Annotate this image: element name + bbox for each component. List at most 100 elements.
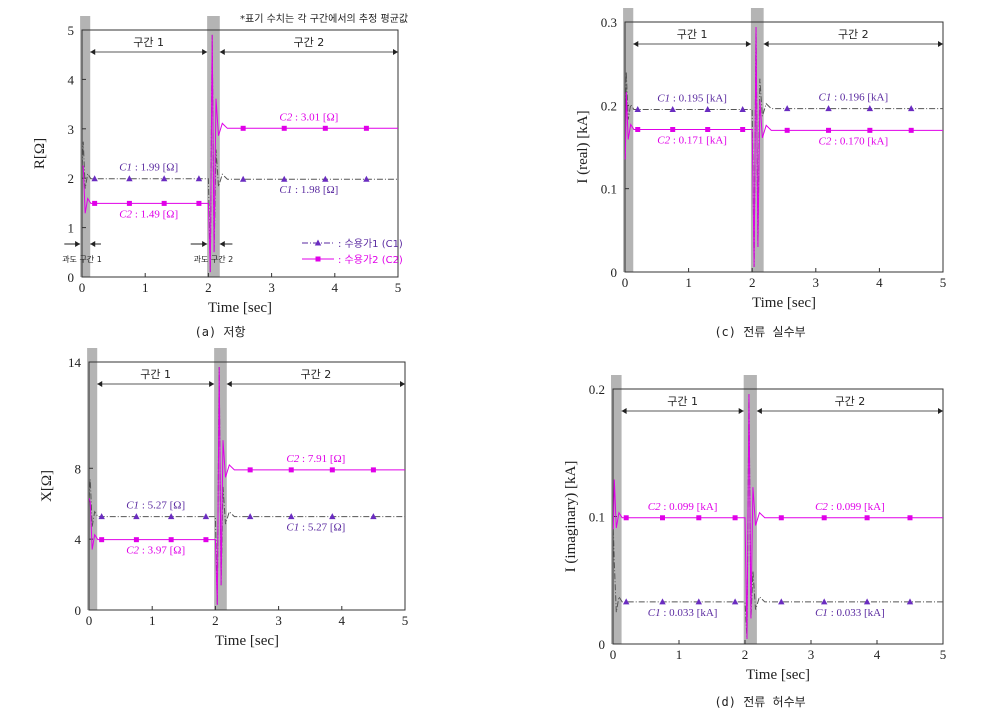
series-c2-line	[82, 34, 398, 273]
transient-region-1	[87, 348, 98, 610]
y-tick-label: 0.2	[601, 98, 617, 113]
c2-marker	[660, 515, 665, 521]
c1-marker	[634, 106, 641, 112]
c2-value-label: C2 : 0.170 [kA]	[818, 135, 888, 147]
section-label-2: 구간 2	[838, 28, 869, 41]
c1-marker	[704, 106, 711, 112]
c2-marker	[740, 127, 746, 132]
legend-c2-label: : 수용가2 (C2)	[338, 254, 403, 266]
c1-marker	[329, 513, 336, 520]
c2-marker	[908, 127, 914, 133]
c1-value-label: C1 : 0.195 [kA]	[657, 93, 727, 105]
x-tick-label: 3	[808, 647, 815, 662]
x-tick-label: 0	[622, 275, 629, 290]
c1-marker	[863, 598, 871, 605]
x-tick-label: 5	[402, 613, 409, 628]
x-tick-label: 3	[268, 280, 275, 295]
c2-value-label: C2 : 3.97 [Ω]	[126, 545, 185, 557]
c2-value-label: C2 : 0.099 [kA]	[648, 501, 718, 513]
y-axis-label: I (imaginary) [kA]	[563, 461, 579, 573]
panel-caption: (a) 저항	[195, 325, 246, 339]
panel-current-imaginary: 0 1 2 3 4 5 0 0.1 0.2 Time [sec] I (imaginary) [kA…	[563, 375, 946, 709]
c1-marker	[778, 598, 785, 605]
series-c1-line	[81, 34, 398, 273]
section-label-1: 구간 1	[667, 395, 698, 408]
x-tick-label: 5	[940, 647, 947, 662]
x-tick-label: 5	[940, 275, 947, 290]
c1-marker	[659, 598, 666, 605]
c2-marker	[370, 467, 376, 473]
c1-marker	[133, 513, 140, 520]
c1-marker	[288, 513, 295, 520]
series-c1-line	[624, 26, 943, 268]
c2-marker	[363, 125, 369, 131]
panel-resistance: 0 1 2 3 4 5 0 1 2 3 4 5 Time [sec] R[Ω] 구간 1 구간 2 C1 : 1…	[32, 16, 403, 339]
x-tick-label: 1	[142, 280, 149, 295]
x-tick-label: 2	[212, 613, 219, 628]
estimate-note: *표기 수치는 각 구간에서의 추정 평균값	[240, 13, 408, 25]
c2-marker	[864, 515, 870, 521]
c1-marker	[91, 175, 98, 182]
c2-marker	[867, 127, 873, 133]
plot-frame	[624, 21, 944, 273]
y-tick-label: 0	[75, 603, 82, 618]
section-label-1: 구간 1	[140, 368, 171, 381]
arrow-head	[219, 241, 225, 247]
c2-marker	[247, 467, 253, 473]
arrow-head	[745, 41, 751, 47]
c1-marker	[825, 105, 832, 112]
x-tick-label: 5	[395, 280, 402, 295]
x-tick-label: 2	[205, 280, 212, 295]
transient-region-1	[80, 16, 91, 277]
c1-value-label: C1 : 0.196 [kA]	[818, 92, 888, 104]
c2-marker	[288, 467, 294, 473]
section-label-2: 구간 2	[835, 395, 866, 408]
x-axis-label: Time [sec]	[752, 295, 816, 311]
c2-marker	[322, 125, 328, 131]
c2-marker	[161, 200, 167, 206]
c1-marker	[98, 513, 105, 520]
panel-caption: (d) 전류 허수부	[714, 695, 805, 709]
c1-marker	[866, 105, 874, 112]
c1-marker	[669, 106, 676, 112]
y-tick-label: 4	[68, 72, 75, 87]
x-axis-label: Time [sec]	[208, 300, 272, 316]
c1-marker	[370, 513, 377, 520]
c1-value-label: C1 : 0.033 [kA]	[815, 607, 885, 619]
c2-value-label: C2 : 3.01 [Ω]	[279, 111, 338, 123]
plot-frame	[88, 361, 406, 611]
x-tick-label: 0	[86, 613, 93, 628]
c2-value-label: C2 : 0.171 [kA]	[657, 135, 727, 147]
c1-marker	[195, 175, 203, 182]
panel-reactance: 0 1 2 3 4 5 0 4 8 14 Time [sec] X[Ω] 구간 1 구간 2 C1 : 5.…	[39, 348, 408, 649]
x-tick-label: 1	[685, 275, 692, 290]
c1-marker	[281, 175, 288, 182]
x-tick-label: 0	[610, 647, 617, 662]
arrow-head	[97, 381, 103, 387]
c1-value-label: C1 : 0.033 [kA]	[648, 607, 718, 619]
c2-marker	[240, 125, 246, 131]
arrow-head	[400, 381, 405, 387]
y-tick-label: 0.2	[589, 382, 605, 397]
y-axis-label: R[Ω]	[32, 138, 48, 169]
c1-marker	[202, 513, 210, 520]
x-tick-label: 3	[275, 613, 282, 628]
c1-marker	[167, 513, 175, 520]
c2-marker	[99, 537, 105, 543]
c1-value-label: C1 : 5.27 [Ω]	[286, 522, 345, 534]
section-label-2: 구간 2	[301, 368, 332, 381]
c1-marker	[906, 598, 914, 605]
c1-value-label: C1 : 1.99 [Ω]	[119, 162, 178, 174]
x-tick-label: 3	[813, 275, 820, 290]
y-axis-label: X[Ω]	[39, 470, 55, 502]
c1-value-label: C1 : 5.27 [Ω]	[126, 500, 185, 512]
c2-marker	[670, 127, 676, 132]
arrow-head	[219, 49, 225, 55]
c2-marker	[203, 537, 209, 543]
y-tick-label: 0.1	[601, 182, 617, 197]
x-tick-label: 2	[749, 275, 756, 290]
series-c1-line	[88, 366, 405, 606]
arrow-head	[756, 408, 762, 414]
x-tick-label: 1	[676, 647, 683, 662]
